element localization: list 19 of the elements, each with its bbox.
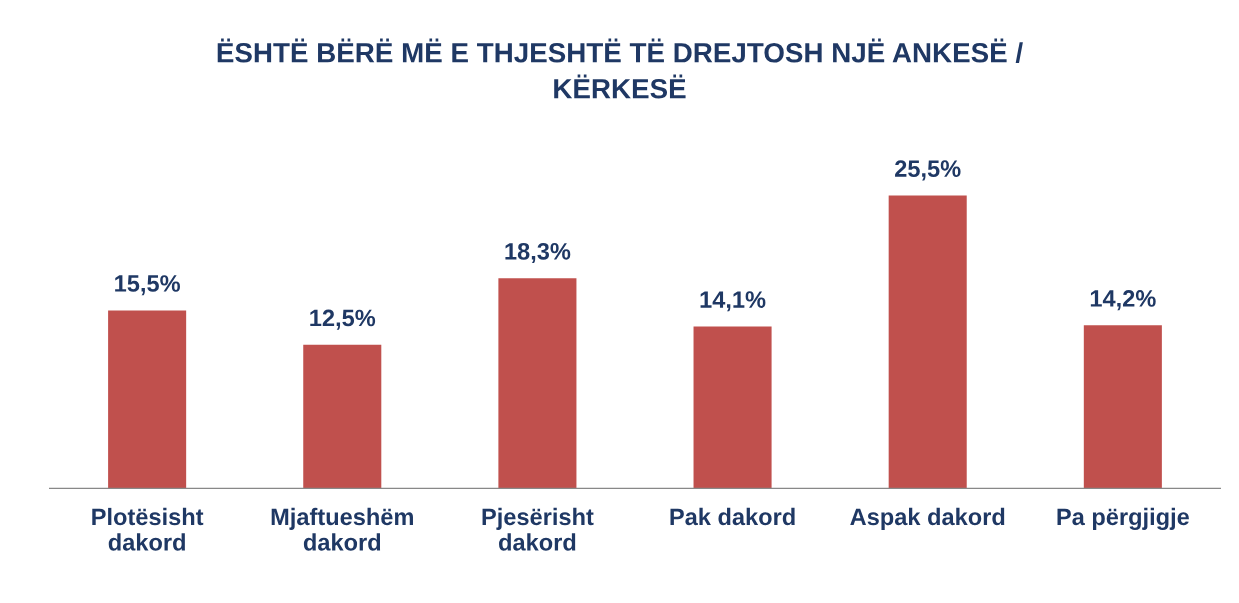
chart-title: ËSHTË BËRË MË E THJESHTË TË DREJTOSH NJË ANKESË / KËRKESË [217,38,1023,99]
data-label: 14,2% [1090,290,1156,311]
x-tick-label: Pjesërisht dakord [482,507,594,551]
x-tick-label: Aspak dakord [850,507,1005,530]
bar [1083,325,1162,489]
bar [498,278,577,489]
data-label: 25,5% [895,160,961,181]
data-label: 14,1% [700,291,766,312]
x-tick-label: Plotësisht dakord [92,507,204,551]
bar [693,326,772,489]
x-tick-label: Pak dakord [670,507,795,526]
data-label: 15,5% [115,275,180,296]
x-tick-label: Pa përgjigje [1057,507,1189,530]
bar [108,310,187,489]
bar [888,195,967,489]
data-label: 12,5% [310,309,376,330]
x-tick-label: Mjaftueshëm dakord [271,507,413,551]
bar [303,344,382,489]
data-label: 18,3% [505,242,571,264]
